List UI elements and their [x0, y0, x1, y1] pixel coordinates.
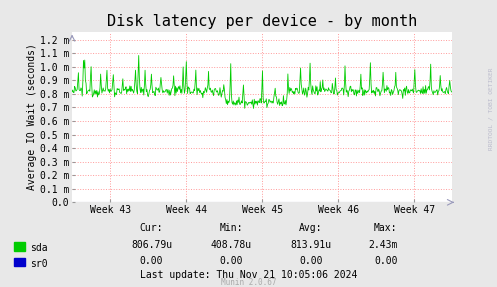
Text: sda: sda [30, 243, 47, 253]
Text: sr0: sr0 [30, 259, 47, 269]
Title: Disk latency per device - by month: Disk latency per device - by month [107, 14, 417, 29]
Text: Cur:: Cur: [140, 223, 164, 233]
Text: Max:: Max: [374, 223, 398, 233]
Text: 0.00: 0.00 [140, 256, 164, 266]
Text: 806.79u: 806.79u [131, 240, 172, 250]
Text: 813.91u: 813.91u [290, 240, 331, 250]
Text: 0.00: 0.00 [299, 256, 323, 266]
Text: 408.78u: 408.78u [211, 240, 251, 250]
Text: 0.00: 0.00 [374, 256, 398, 266]
Text: Munin 2.0.67: Munin 2.0.67 [221, 278, 276, 287]
Y-axis label: Average IO Wait (seconds): Average IO Wait (seconds) [27, 44, 37, 190]
Text: Last update: Thu Nov 21 10:05:06 2024: Last update: Thu Nov 21 10:05:06 2024 [140, 270, 357, 280]
Text: Avg:: Avg: [299, 223, 323, 233]
Text: 2.43m: 2.43m [368, 240, 398, 250]
Text: RRDTOOL / TOBI OETIKER: RRDTOOL / TOBI OETIKER [489, 68, 494, 150]
Text: 0.00: 0.00 [219, 256, 243, 266]
Text: Min:: Min: [219, 223, 243, 233]
